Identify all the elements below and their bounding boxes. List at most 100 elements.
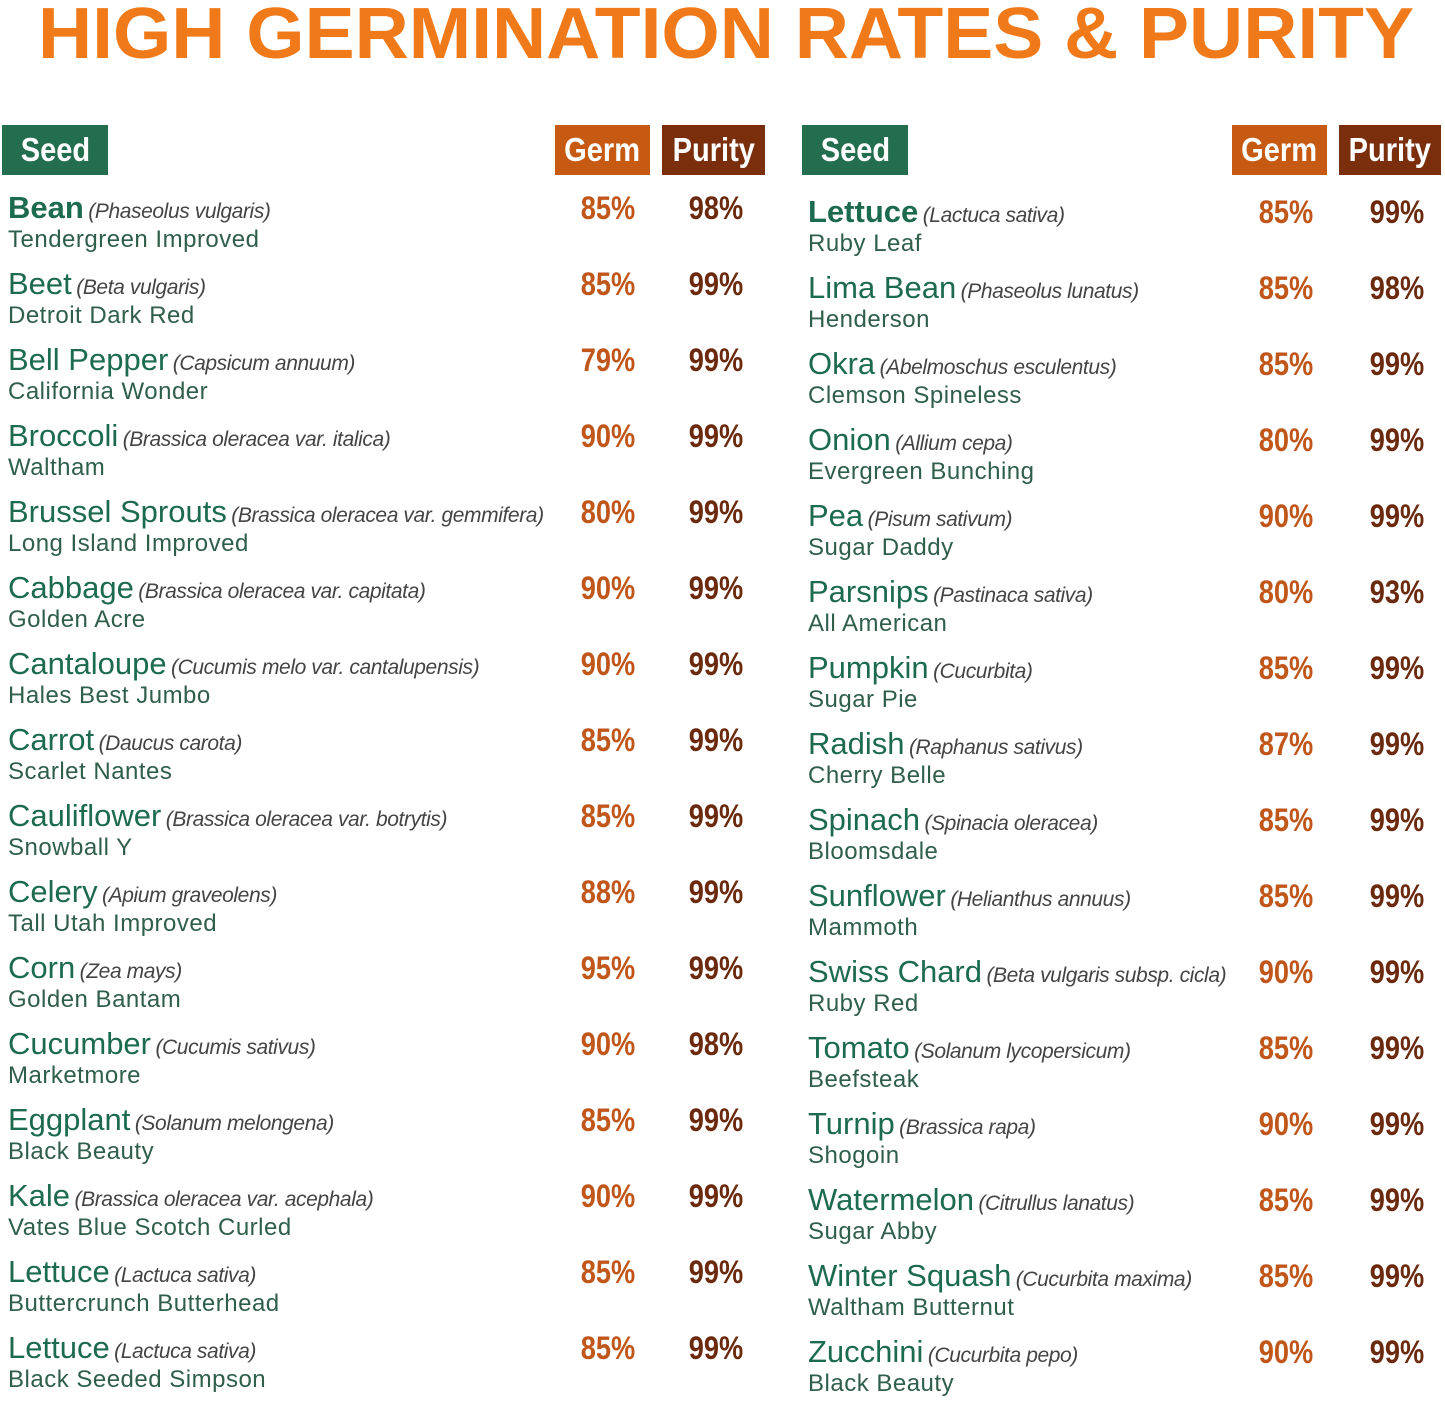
latin-name: (Capsicum annuum) xyxy=(172,352,356,375)
seed-name: Swiss Chard xyxy=(808,954,982,989)
variety: Waltham xyxy=(8,454,106,481)
germ-value: 95% xyxy=(580,950,636,986)
seed-name-line: Broccoli (Brassica oleracea var. italica… xyxy=(8,418,391,459)
latin-name: (Beta vulgaris subsp. cicla) xyxy=(986,964,1227,987)
seed-name: Turnip xyxy=(808,1106,895,1141)
seed-name-line: Spinach (Spinacia oleracea) xyxy=(808,803,1098,843)
germ-rate: 85% xyxy=(1236,195,1336,229)
seed-name-line: Sunflower (Helianthus annuus) xyxy=(808,879,1131,919)
seed-name: Lettuce xyxy=(808,194,919,229)
seed-name: Lima Bean xyxy=(808,270,957,305)
purity-value: 99% xyxy=(1369,194,1425,230)
seed-name-line: Cauliflower (Brassica oleracea var. botr… xyxy=(8,799,447,839)
seed-name-line: Radish (Raphanus sativus) xyxy=(808,727,1083,767)
purity-rate: 99% xyxy=(1347,347,1445,381)
purity-rate: 99% xyxy=(666,343,766,377)
variety: Waltham Butternut xyxy=(808,1294,1015,1321)
purity-value: 99% xyxy=(1369,1258,1425,1294)
purity-rate: 99% xyxy=(1347,1259,1445,1293)
seed-name-line: Cucumber (Cucumis sativus) xyxy=(8,1027,316,1067)
purity-rate: 99% xyxy=(1347,955,1445,989)
column-header: Purity xyxy=(1339,125,1441,175)
variety: Clemson Spineless xyxy=(808,382,1022,409)
purity-value: 99% xyxy=(1369,1106,1425,1142)
germ-value: 90% xyxy=(580,418,636,454)
purity-rate: 98% xyxy=(666,1027,766,1061)
seed-name-line: Cantaloupe (Cucumis melo var. cantalupen… xyxy=(8,646,480,687)
purity-rate: 99% xyxy=(1347,727,1445,761)
seed-name: Tomato xyxy=(808,1030,910,1065)
variety: Bloomsdale xyxy=(808,838,939,865)
germ-value: 87% xyxy=(1258,726,1314,762)
column-header: Seed xyxy=(802,125,908,175)
latin-name: (Solanum lycopersicum) xyxy=(914,1040,1131,1063)
seed-name: Pea xyxy=(808,498,864,533)
germ-value: 85% xyxy=(580,266,636,302)
seed-name: Kale xyxy=(8,1178,71,1213)
purity-rate: 99% xyxy=(666,647,766,681)
latin-name: (Apium graveolens) xyxy=(102,884,277,907)
germ-rate: 85% xyxy=(1236,347,1336,381)
variety: Long Island Improved xyxy=(8,530,249,557)
purity-value: 99% xyxy=(1369,498,1425,534)
germ-value: 85% xyxy=(1258,1258,1314,1294)
purity-value: 99% xyxy=(688,570,744,606)
germ-rate: 85% xyxy=(558,267,658,301)
germ-value: 90% xyxy=(580,570,636,606)
germ-value: 80% xyxy=(580,494,636,530)
latin-name: (Brassica oleracea var. gemmifera) xyxy=(231,504,544,527)
variety: Buttercrunch Butterhead xyxy=(8,1290,280,1317)
germ-rate: 85% xyxy=(558,723,658,757)
purity-value: 99% xyxy=(1369,954,1425,990)
germ-rate: 85% xyxy=(558,1255,658,1289)
germ-value: 85% xyxy=(580,1254,636,1290)
seed-name-line: Brussel Sprouts (Brassica oleracea var. … xyxy=(8,495,544,535)
header-text: Purity xyxy=(1348,131,1432,168)
purity-rate: 99% xyxy=(666,495,766,529)
seed-name-line: Bell Pepper (Capsicum annuum) xyxy=(8,343,355,383)
purity-rate: 99% xyxy=(666,1103,766,1137)
germ-rate: 85% xyxy=(558,799,658,833)
latin-name: (Brassica oleracea var. botrytis) xyxy=(165,808,448,831)
germ-rate: 90% xyxy=(1236,1107,1336,1141)
seed-name-line: Cabbage (Brassica oleracea var. capitata… xyxy=(8,571,426,611)
germ-value: 85% xyxy=(1258,270,1314,306)
purity-rate: 99% xyxy=(1347,1107,1445,1141)
purity-rate: 99% xyxy=(666,267,766,301)
header-text: Germ xyxy=(1241,131,1318,168)
germ-rate: 85% xyxy=(558,1103,658,1137)
purity-value: 99% xyxy=(688,1102,744,1138)
purity-rate: 93% xyxy=(1347,575,1445,609)
variety: Sugar Daddy xyxy=(808,534,954,561)
seed-name: Celery xyxy=(8,874,98,909)
germ-value: 90% xyxy=(1258,1334,1314,1370)
variety: Scarlet Nantes xyxy=(8,758,173,785)
latin-name: (Brassica oleracea var. capitata) xyxy=(138,580,426,603)
seed-name: Broccoli xyxy=(8,418,119,453)
seed-name: Watermelon xyxy=(808,1182,974,1217)
purity-value: 99% xyxy=(1369,1334,1425,1370)
seed-name-line: Tomato (Solanum lycopersicum) xyxy=(808,1031,1131,1071)
purity-rate: 98% xyxy=(1347,271,1445,305)
purity-rate: 99% xyxy=(1347,499,1445,533)
seed-name: Eggplant xyxy=(8,1102,131,1137)
latin-name: (Abelmoschus esculentus) xyxy=(879,356,1117,379)
purity-value: 99% xyxy=(688,1330,744,1366)
germ-rate: 88% xyxy=(558,875,658,909)
purity-rate: 98% xyxy=(666,191,766,225)
header-text: Purity xyxy=(672,131,755,168)
germ-rate: 85% xyxy=(1236,1259,1336,1293)
purity-value: 98% xyxy=(688,190,744,226)
seed-name-line: Beet (Beta vulgaris) xyxy=(8,267,206,307)
purity-rate: 99% xyxy=(666,571,766,605)
purity-rate: 99% xyxy=(1347,879,1445,913)
latin-name: (Cucurbita pepo) xyxy=(927,1344,1078,1367)
germ-rate: 80% xyxy=(558,495,658,529)
germ-rate: 90% xyxy=(558,1179,658,1213)
seed-name: Cantaloupe xyxy=(8,646,167,681)
seed-name-line: Eggplant (Solanum melongena) xyxy=(8,1103,334,1143)
latin-name: (Pastinaca sativa) xyxy=(933,584,1093,607)
purity-value: 99% xyxy=(688,342,744,378)
variety: Black Beauty xyxy=(8,1138,155,1165)
purity-value: 99% xyxy=(688,494,744,530)
